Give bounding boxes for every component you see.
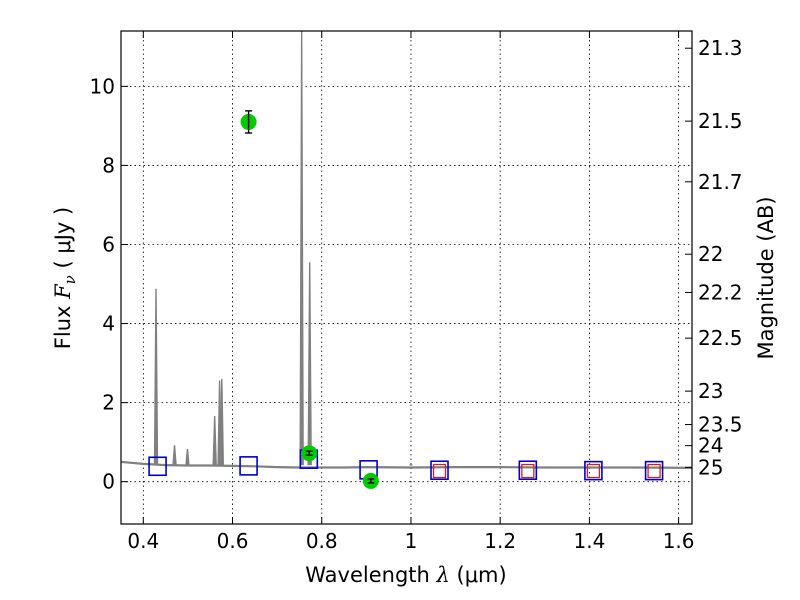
mag-tick-label: 23 (698, 379, 723, 403)
plot-area (121, 31, 692, 489)
y-tick-label: 10 (90, 74, 115, 98)
mag-tick-label: 22.5 (698, 326, 743, 350)
x-tick-label: 0.6 (217, 529, 249, 553)
mag-tick-label: 25 (698, 455, 723, 479)
x-tick-label: 0.4 (127, 529, 159, 553)
emission-line (299, 31, 304, 466)
emission-line (185, 448, 190, 466)
model-photometry-box (239, 456, 258, 476)
axes-frame (120, 30, 693, 525)
mag-tick-label: 24 (698, 434, 723, 458)
y-tick-label: 2 (102, 391, 115, 415)
model-photometry-box-red (521, 463, 535, 479)
right-axis-label: Magnitude (AB) (754, 196, 778, 359)
emission-line (153, 288, 159, 466)
model-photometry-box (430, 460, 449, 481)
emission-line (219, 378, 225, 466)
grid-lines (121, 31, 692, 524)
y-axis-label: Flux Fν ( μJy ) (51, 207, 79, 349)
x-tick-label: 1.6 (663, 529, 695, 553)
emission-line (307, 262, 312, 466)
plot-frame (120, 30, 693, 525)
model-spectrum-continuum (121, 460, 692, 469)
tick-labels: 0.4 0.6 0.8 1 1.2 1.4 1.6024681021.321.521.722… (90, 36, 743, 553)
x-tick-label: 0.8 (306, 529, 338, 553)
mag-tick-label: 21.7 (698, 170, 743, 194)
y-tick-label: 4 (102, 312, 115, 336)
model-photometry-box-red (586, 463, 601, 479)
x-tick-label: 1.4 (573, 529, 605, 553)
y-tick-label: 6 (102, 232, 115, 256)
model-photometry-box (148, 456, 167, 477)
mag-tick-label: 21.5 (698, 109, 743, 133)
emission-line (172, 445, 177, 466)
model-photometry-box (518, 460, 538, 481)
mag-tick-label: 23.5 (698, 413, 743, 437)
tick-marks (121, 31, 692, 524)
x-tick-label: 1 (405, 529, 418, 553)
model-photometry-box-red (432, 463, 447, 479)
mag-tick-label: 22.2 (698, 280, 743, 304)
model-photometry-box (644, 460, 664, 481)
model-photometry-box-red (647, 463, 661, 479)
mag-tick-label: 21.3 (698, 36, 743, 60)
x-axis-label: Wavelength λ (μm) (305, 563, 506, 587)
y-tick-label: 8 (102, 153, 115, 177)
mag-tick-label: 22 (698, 242, 723, 266)
model-photometry-box (584, 460, 603, 481)
x-tick-label: 1.2 (484, 529, 516, 553)
y-tick-label: 0 (102, 470, 115, 494)
emission-line (212, 416, 217, 466)
